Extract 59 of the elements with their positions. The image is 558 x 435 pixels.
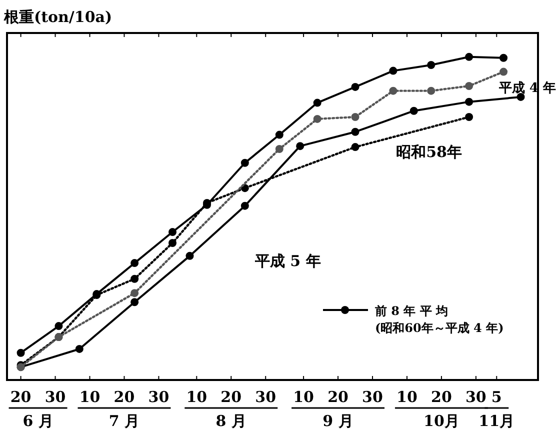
point <box>465 98 474 106</box>
x-tick-label: 10 <box>293 388 314 406</box>
point <box>130 259 139 268</box>
point <box>351 128 360 136</box>
point <box>465 113 474 122</box>
x-tick-label: 30 <box>255 388 276 406</box>
text: 6 月 <box>22 412 54 430</box>
point <box>410 106 418 115</box>
point <box>351 143 360 152</box>
point <box>16 348 25 357</box>
point <box>427 60 436 69</box>
point <box>465 82 474 90</box>
point <box>275 144 284 153</box>
point <box>186 252 194 260</box>
x-tick-label: 20 <box>220 388 242 406</box>
series-label: 昭和58年 <box>396 143 462 161</box>
point <box>313 114 322 123</box>
x-tick-label: 30 <box>148 388 170 406</box>
series-label: 平成 5 年 <box>254 252 321 270</box>
text: 7 月 <box>108 412 140 430</box>
point <box>389 86 398 95</box>
point <box>465 52 474 61</box>
point <box>240 202 249 210</box>
point <box>168 228 177 236</box>
point <box>351 82 360 91</box>
point <box>275 130 284 139</box>
point <box>500 54 508 62</box>
point <box>130 298 139 306</box>
point <box>75 344 84 353</box>
point <box>296 142 304 150</box>
point <box>389 66 398 75</box>
x-tick-label: 10 <box>396 388 418 406</box>
x-tick-label: 30 <box>466 388 486 406</box>
y-axis-title: 根重(ton/10a) <box>3 8 112 26</box>
point <box>313 98 322 107</box>
text: 8 月 <box>216 412 246 430</box>
x-tick-label: 20 <box>114 388 135 406</box>
x-tick-label: 20 <box>10 388 32 406</box>
x-tick-label: 10 <box>186 388 208 406</box>
point <box>168 239 177 248</box>
x-tick-label: 20 <box>328 388 348 406</box>
legend: 前 8 年 平 均 (昭和60年～平成 4 年) <box>323 304 504 335</box>
x-tick-label: 30 <box>44 388 66 406</box>
x-tick-label: 10 <box>79 388 100 406</box>
x-tick-label: 20 <box>431 388 452 406</box>
text: 10月 <box>424 412 460 430</box>
text: 9 月 <box>322 412 354 430</box>
series-label: 平成 4 年 <box>498 80 556 96</box>
x-tick-label: 5 <box>491 388 502 406</box>
legend-label: 前 8 年 平 均 (昭和60年～平成 4 年) <box>374 304 504 335</box>
point <box>130 289 139 298</box>
point <box>427 86 436 95</box>
point <box>240 158 249 167</box>
point <box>500 68 508 76</box>
x-tick-label: 30 <box>362 388 383 406</box>
text: 11月 <box>478 412 515 430</box>
point <box>130 274 139 283</box>
point <box>54 322 63 330</box>
point <box>351 113 360 122</box>
